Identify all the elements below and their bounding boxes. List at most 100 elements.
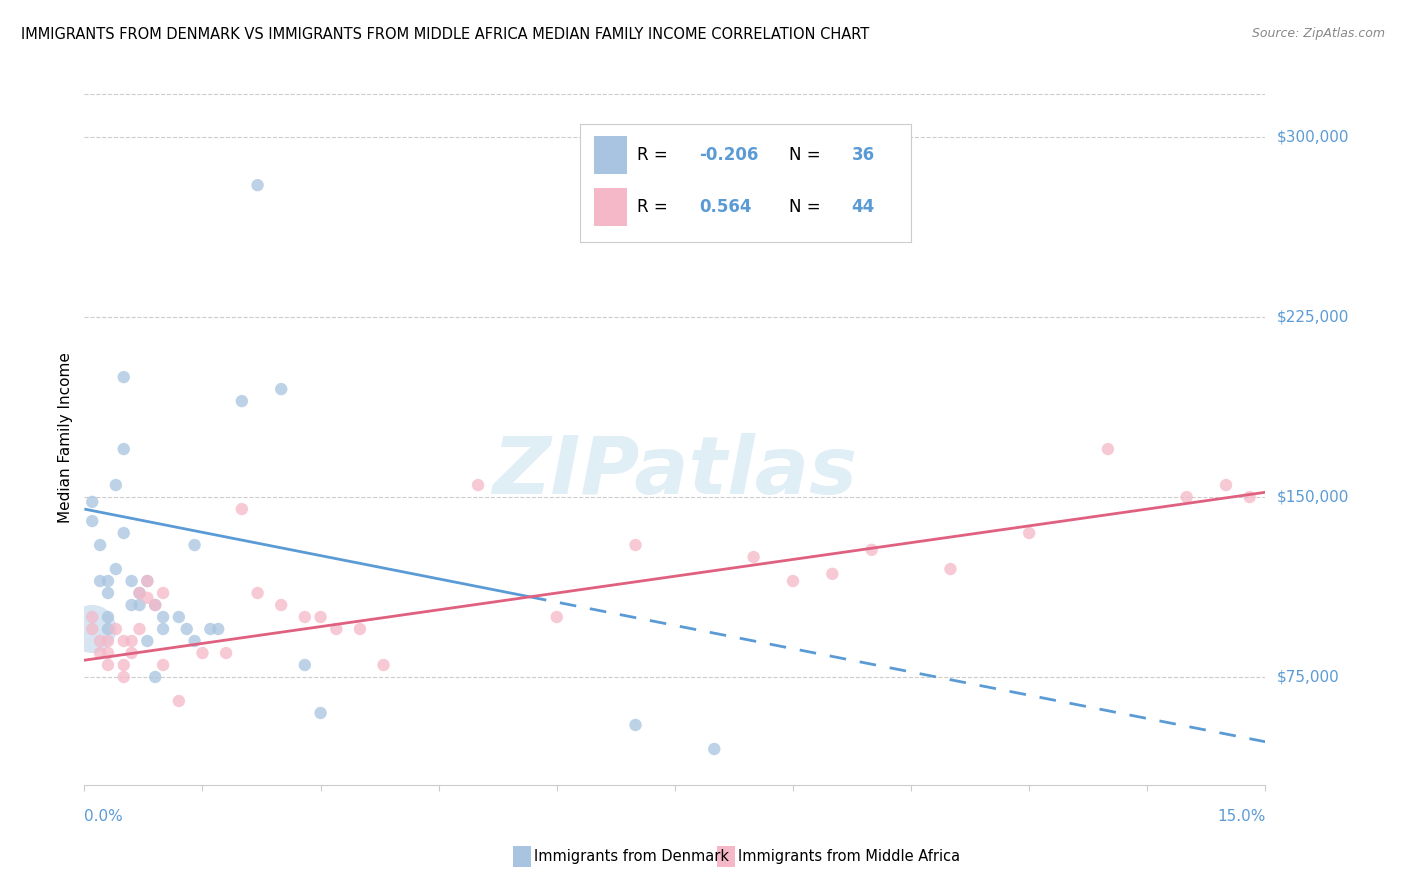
Point [112,634,135,648]
Point [231,502,253,516]
Point [309,610,332,624]
Point [112,670,135,684]
Point [176,622,198,636]
Point [860,542,883,557]
Text: -0.206: -0.206 [699,145,759,164]
Point [104,478,127,492]
Point [152,622,174,636]
Point [97,610,120,624]
Point [82,610,104,624]
Point [136,574,159,588]
Point [373,658,395,673]
Point [128,622,150,636]
Point [89,634,111,648]
Text: R =: R = [637,145,672,164]
Point [128,586,150,600]
Point [121,598,143,612]
Point [1097,442,1119,456]
Point [1175,490,1198,504]
Point [325,622,347,636]
Point [104,562,127,576]
Point [167,610,190,624]
Point [97,586,120,600]
Point [183,634,205,648]
Point [97,634,120,648]
Point [467,478,489,492]
Point [128,586,150,600]
Text: Source: ZipAtlas.com: Source: ZipAtlas.com [1251,27,1385,40]
Point [782,574,804,588]
Point [294,610,316,624]
Point [939,562,962,576]
Point [200,622,222,636]
Point [89,646,111,660]
Point [143,598,166,612]
Text: 0.564: 0.564 [699,198,752,216]
Point [309,706,332,720]
Point [821,566,844,581]
Point [1215,478,1237,492]
Point [183,538,205,552]
Point [624,538,647,552]
Point [246,178,269,193]
Text: $300,000: $300,000 [1277,129,1348,145]
Point [112,658,135,673]
Text: $75,000: $75,000 [1277,670,1340,684]
Point [136,634,159,648]
Point [121,634,143,648]
Point [270,382,292,396]
Point [97,646,120,660]
Point [112,442,135,456]
Text: N =: N = [789,198,825,216]
Text: $150,000: $150,000 [1277,490,1348,505]
Bar [593,136,627,174]
Point [152,586,174,600]
Point [136,591,159,605]
Point [167,694,190,708]
Point [104,622,127,636]
Text: Immigrants from Middle Africa: Immigrants from Middle Africa [738,849,960,863]
Y-axis label: Median Family Income: Median Family Income [58,351,73,523]
Point [546,610,568,624]
Point [215,646,238,660]
Point [128,598,150,612]
Point [97,658,120,673]
Point [191,646,214,660]
Point [152,658,174,673]
Bar [593,188,627,226]
Point [97,622,120,636]
Point [349,622,371,636]
Point [703,742,725,756]
Text: Immigrants from Denmark: Immigrants from Denmark [534,849,730,863]
Point [112,526,135,541]
Point [152,610,174,624]
Point [112,370,135,384]
Point [270,598,292,612]
Point [121,574,143,588]
Text: 15.0%: 15.0% [1218,809,1265,823]
Point [82,495,104,509]
Point [82,514,104,528]
Text: $225,000: $225,000 [1277,310,1348,325]
Point [742,549,765,564]
Text: N =: N = [789,145,825,164]
Text: 36: 36 [852,145,875,164]
Point [121,646,143,660]
Point [89,538,111,552]
Point [143,598,166,612]
Point [246,586,269,600]
Point [97,574,120,588]
Text: R =: R = [637,198,678,216]
Text: IMMIGRANTS FROM DENMARK VS IMMIGRANTS FROM MIDDLE AFRICA MEDIAN FAMILY INCOME CO: IMMIGRANTS FROM DENMARK VS IMMIGRANTS FR… [21,27,869,42]
Point [1239,490,1261,504]
Point [207,622,229,636]
Text: ZIPatlas: ZIPatlas [492,433,858,511]
Point [231,394,253,409]
Text: 0.0%: 0.0% [84,809,124,823]
Point [136,574,159,588]
Point [82,622,104,636]
Text: 44: 44 [852,198,875,216]
Point [143,670,166,684]
Point [89,574,111,588]
Point [82,622,104,636]
